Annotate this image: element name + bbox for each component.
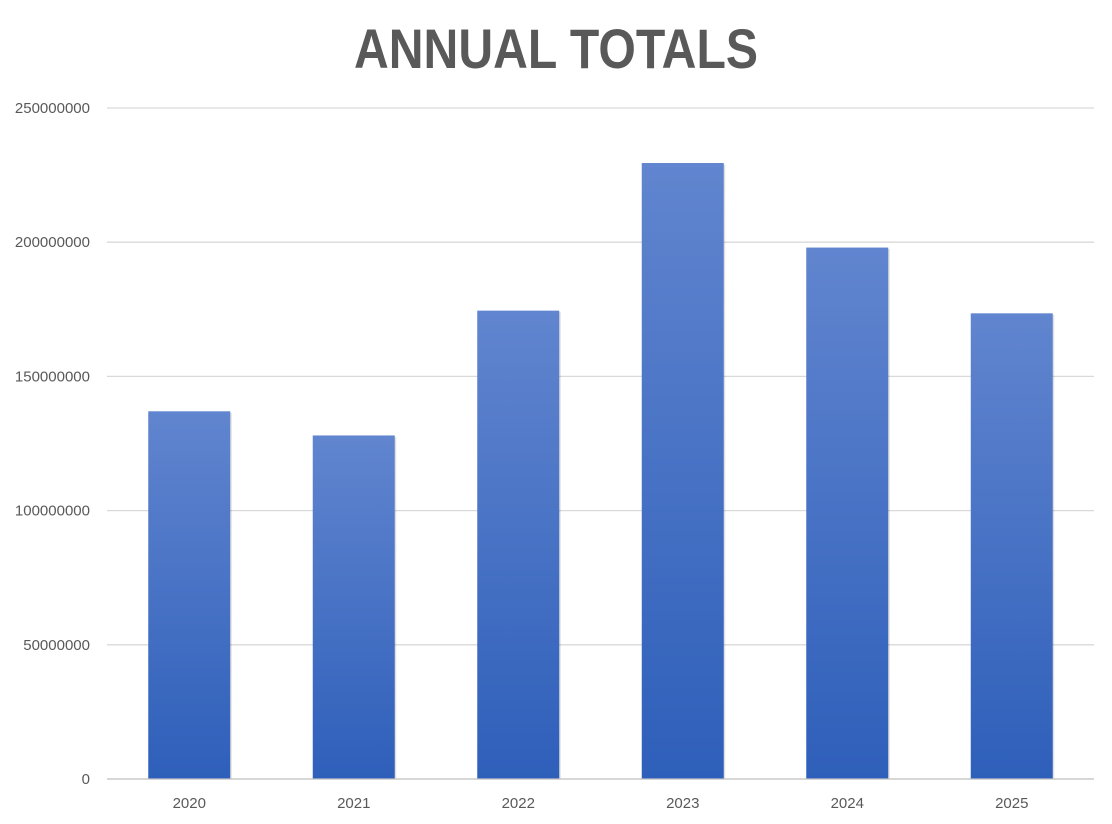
bar-2020	[148, 411, 231, 779]
x-axis: 2020 2021 2022 2023 2024 2025	[107, 778, 1094, 812]
bar-2024	[806, 247, 889, 779]
bars	[148, 163, 1055, 780]
x-tick-label: 2021	[337, 795, 370, 812]
x-tick-label: 2025	[995, 795, 1028, 812]
x-tick-label: 2023	[666, 795, 699, 812]
x-tick-label: 2020	[173, 795, 206, 812]
bar-2022	[477, 310, 560, 779]
y-tick-label: 0	[82, 771, 90, 788]
bar-2021	[312, 435, 395, 779]
y-tick-label: 200000000	[15, 234, 90, 251]
x-tick-label: 2024	[831, 795, 864, 812]
y-tick-label: 150000000	[15, 368, 90, 385]
x-tick-label: 2022	[502, 795, 535, 812]
y-tick-label: 100000000	[15, 503, 90, 520]
y-tick-label: 250000000	[15, 100, 90, 117]
bar-2023	[641, 163, 724, 780]
gridlines	[107, 107, 1094, 646]
y-axis: 0 50000000 100000000 150000000 200000000 2500…	[15, 100, 90, 788]
bar-2025	[970, 313, 1053, 779]
chart-title: ANNUAL TOTALS	[353, 17, 758, 80]
y-tick-label: 50000000	[23, 637, 90, 654]
